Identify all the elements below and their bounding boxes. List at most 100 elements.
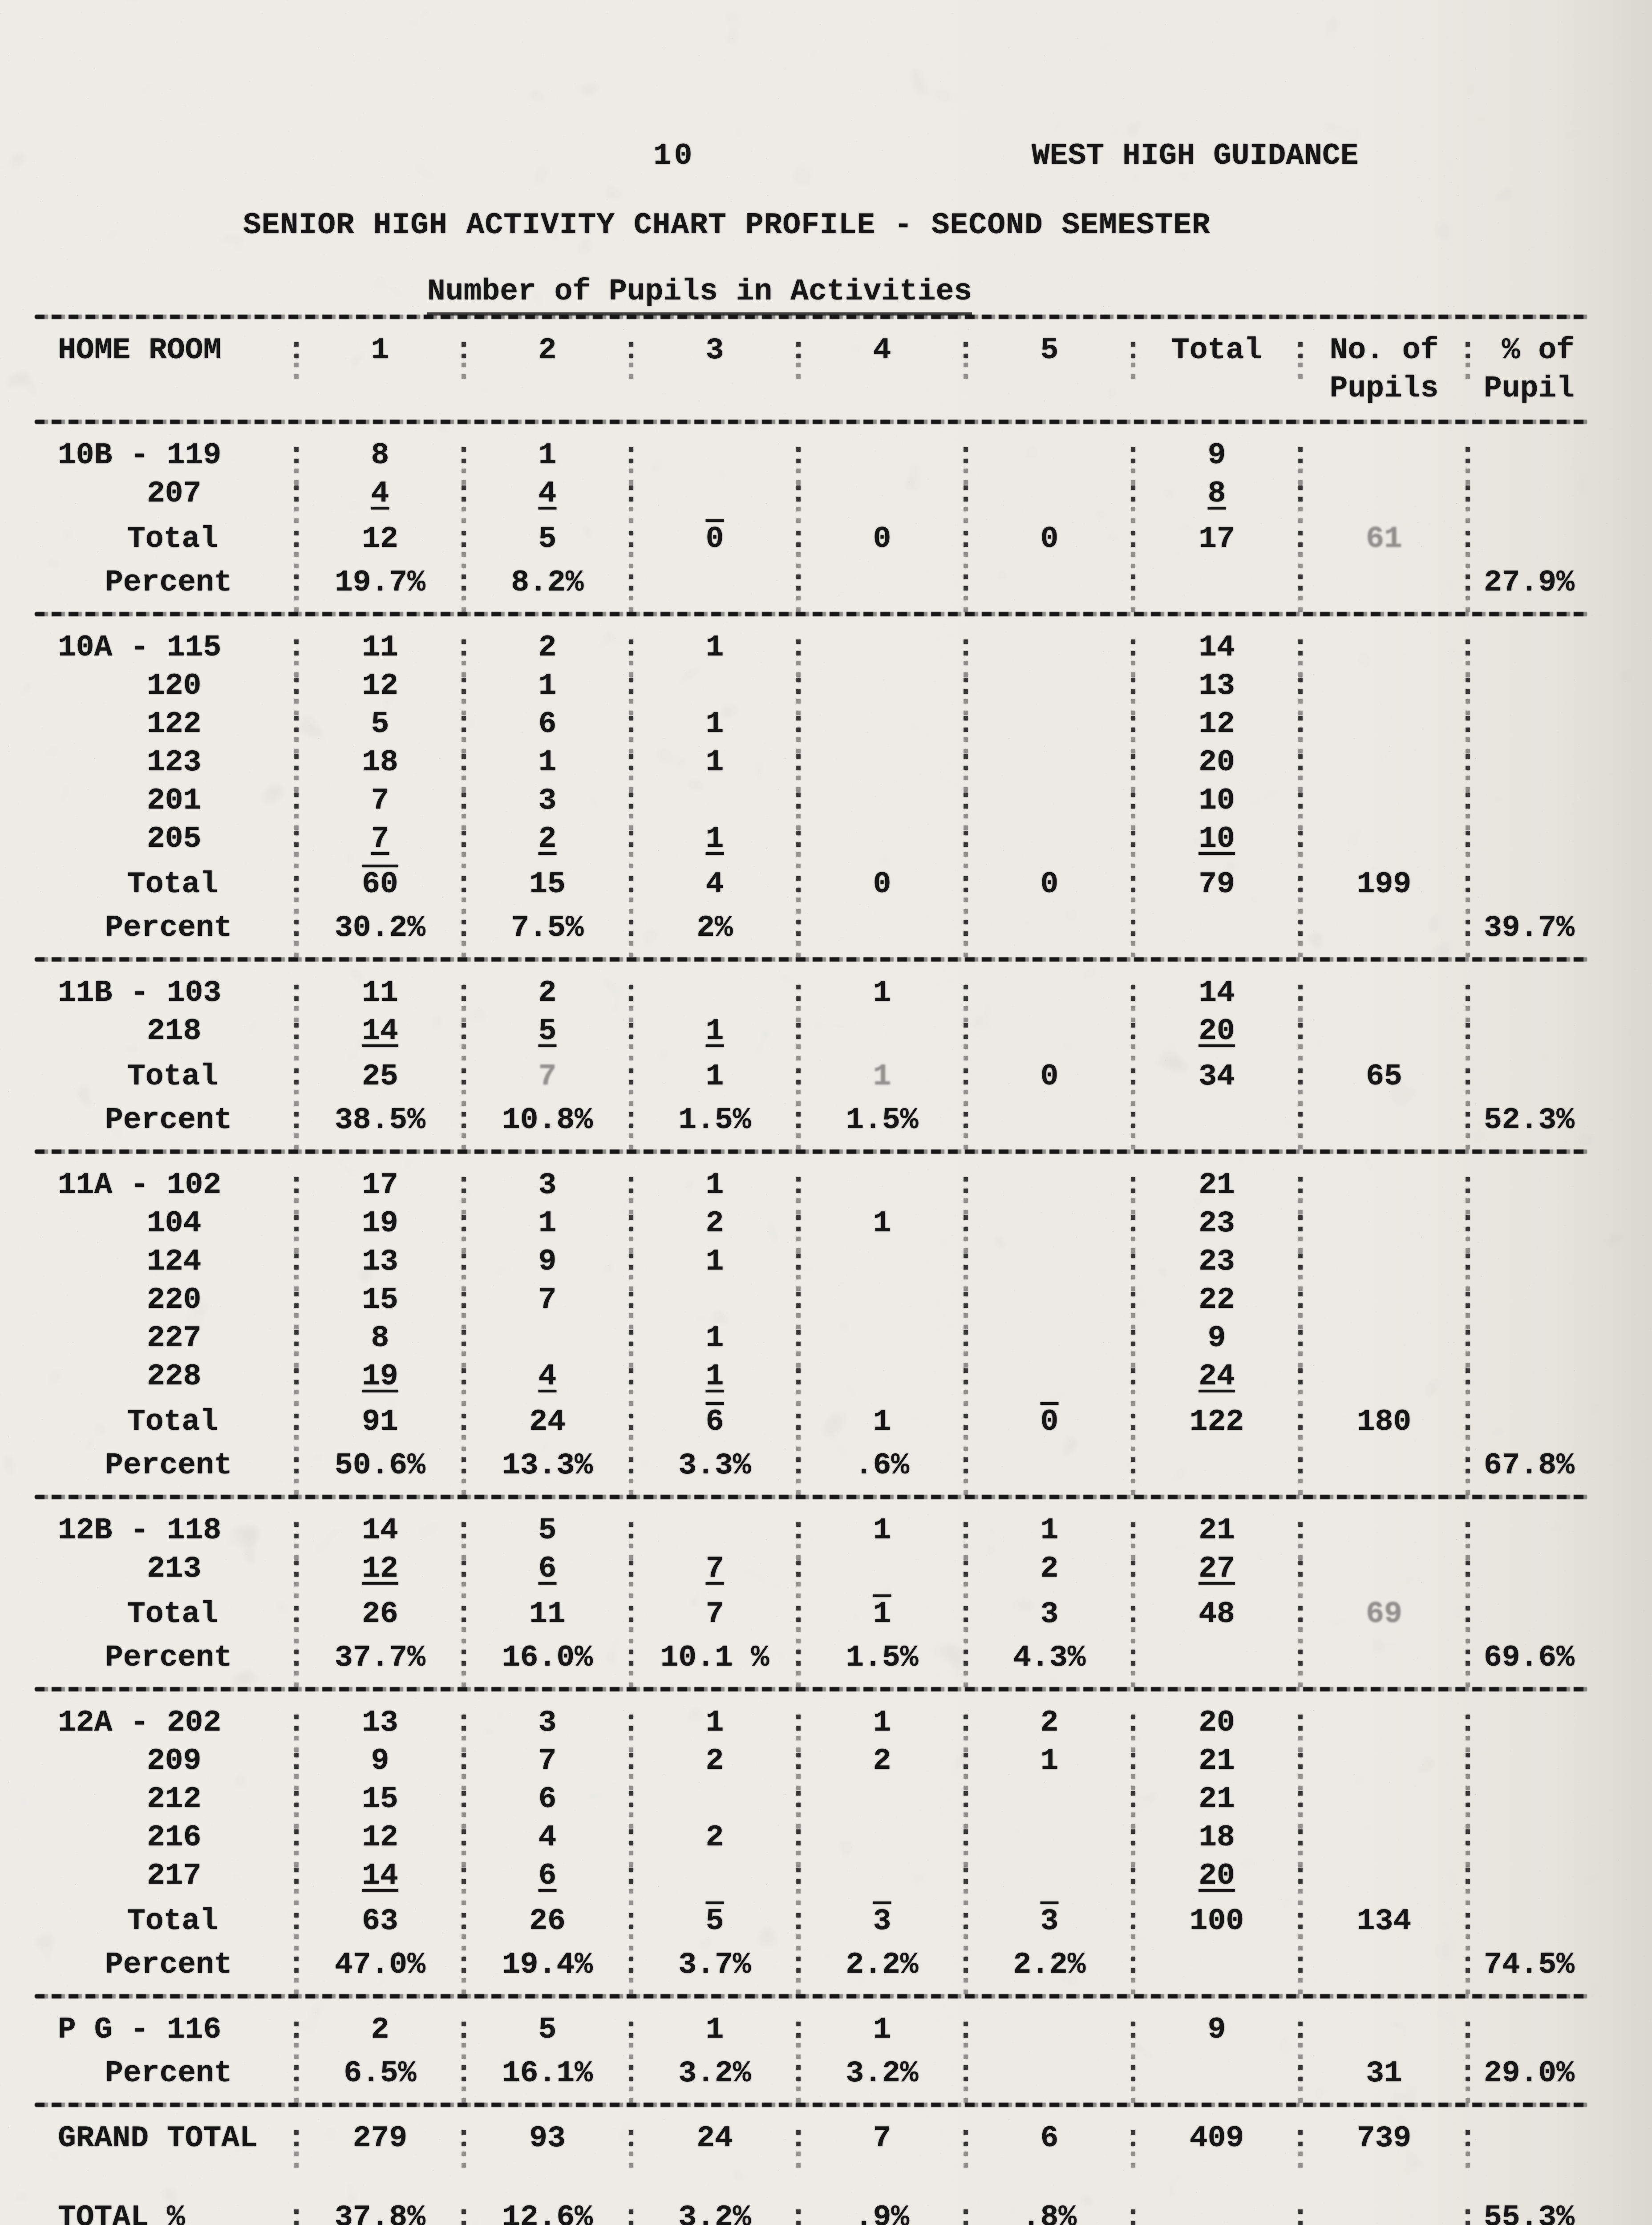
cell-activity-5 — [978, 1243, 1121, 1281]
column-separator: : — [1455, 1512, 1480, 1571]
cell-activity-1: 8 — [371, 1321, 389, 1355]
column-separator: : — [786, 1595, 811, 1655]
column-separator: : — [786, 782, 811, 841]
cell-total: 21 — [1199, 1744, 1235, 1778]
column-separator: : — [451, 1447, 476, 1506]
column-separator: : — [451, 782, 476, 841]
column-separator: : — [1455, 1058, 1480, 1117]
column-separator: : — [619, 866, 644, 925]
cell-pupils — [1313, 1012, 1455, 1051]
column-separator: : — [1288, 475, 1313, 534]
cell-total: 20 — [1199, 1859, 1235, 1893]
cell-activity-2: 2 — [538, 631, 557, 665]
cell-total: 122 — [1189, 1405, 1244, 1439]
cell-pupils: 199 — [1356, 867, 1412, 902]
cell-total: 48 — [1199, 1597, 1235, 1631]
column-separator: : — [1455, 974, 1480, 1034]
row-label: 201 — [147, 784, 202, 818]
cell-pupils — [1313, 1166, 1455, 1205]
section-divider-rule — [35, 957, 1588, 962]
cell-activity-3: 1 — [705, 1321, 724, 1355]
column-header-activity-5: 5 — [1040, 333, 1059, 368]
cell-activity-3: 1 — [705, 631, 724, 665]
cell-activity-5: 2 — [1040, 1706, 1059, 1740]
column-separator: : — [284, 2055, 309, 2114]
column-separator: : — [1121, 1012, 1146, 1072]
cell-total: 22 — [1199, 1283, 1235, 1317]
cell-percent — [1480, 1512, 1599, 1550]
column-separator: : — [284, 1281, 309, 1341]
cell-percent — [1480, 1243, 1599, 1281]
column-separator: : — [1121, 332, 1146, 390]
section-divider-rule — [35, 1149, 1588, 1154]
cell-percent: 29.0% — [1483, 2056, 1575, 2091]
cell-percent — [1480, 1166, 1599, 1205]
row-label: 120 — [147, 669, 202, 703]
column-separator: : — [953, 1012, 978, 1072]
column-separator: : — [451, 520, 476, 580]
column-separator: : — [619, 1058, 644, 1117]
cell-activity-3 — [644, 437, 786, 475]
cell-activity-1: 13 — [362, 1706, 398, 1740]
column-separator: : — [619, 1704, 644, 1764]
column-separator: : — [953, 909, 978, 969]
column-separator: : — [953, 1101, 978, 1161]
column-separator: : — [1121, 1101, 1146, 1161]
column-separator: : — [619, 1639, 644, 1699]
column-separator: : — [953, 2120, 978, 2179]
column-separator: : — [1455, 1946, 1480, 2006]
column-separator: : — [1121, 705, 1146, 765]
cell-activity-2: 24 — [529, 1405, 566, 1439]
column-separator: : — [451, 667, 476, 727]
table-row-11a-total: Total: 91: 24: 6: 1: 0: 122: 180: — [53, 1403, 1599, 1463]
column-separator: : — [1121, 1550, 1146, 1610]
cell-activity-2: 1 — [538, 669, 557, 703]
column-separator: : — [1455, 866, 1480, 925]
cell-total: 12 — [1199, 707, 1235, 741]
column-separator: : — [1288, 1550, 1313, 1610]
cell-activity-4 — [811, 629, 953, 667]
cell-activity-4: 2.2% — [846, 1948, 919, 1982]
column-separator: : — [953, 1281, 978, 1341]
column-separator: : — [953, 1403, 978, 1463]
cell-activity-4 — [811, 564, 953, 602]
column-separator: : — [1455, 1704, 1480, 1764]
column-separator: : — [1288, 1857, 1313, 1917]
column-separator: : — [1121, 1595, 1146, 1655]
cell-activity-2: 19.4% — [502, 1948, 593, 1982]
cell-activity-3: 1 — [705, 707, 724, 741]
column-separator: : — [619, 2011, 644, 2071]
column-separator: : — [284, 1704, 309, 1764]
cell-activity-5 — [978, 1012, 1121, 1051]
cell-total: 13 — [1199, 669, 1235, 703]
column-separator: : — [953, 1857, 978, 1917]
column-separator: : — [786, 1319, 811, 1379]
column-separator: : — [619, 1281, 644, 1341]
cell-total: 24 — [1199, 1359, 1235, 1394]
cell-activity-2: 4 — [538, 1820, 557, 1855]
cell-activity-1: 91 — [362, 1405, 398, 1439]
column-separator: : — [1121, 1058, 1146, 1117]
cell-activity-3: 2 — [705, 1820, 724, 1855]
cell-activity-4 — [811, 705, 953, 744]
column-header-activity-3: 3 — [705, 333, 724, 368]
column-separator: : — [1455, 1101, 1480, 1161]
column-separator: : — [284, 1819, 309, 1878]
cell-activity-5: .8% — [1022, 2201, 1077, 2225]
row-label: Total — [127, 1597, 219, 1631]
row-label: Total — [127, 1060, 219, 1094]
cell-pupils — [1313, 1704, 1455, 1742]
column-separator: : — [619, 744, 644, 803]
column-separator: : — [451, 1946, 476, 2006]
cell-activity-4: 1 — [873, 1060, 891, 1094]
column-separator: : — [786, 1058, 811, 1117]
cell-total: 20 — [1199, 1014, 1235, 1048]
column-separator: : — [284, 866, 309, 925]
cell-activity-2: 5 — [538, 2013, 557, 2047]
row-label: Percent — [105, 566, 232, 600]
cell-total: 14 — [1199, 976, 1235, 1010]
column-separator: : — [786, 1512, 811, 1571]
column-separator: : — [1455, 2199, 1480, 2225]
column-separator: : — [284, 1639, 309, 1699]
column-separator: : — [1121, 1403, 1146, 1463]
